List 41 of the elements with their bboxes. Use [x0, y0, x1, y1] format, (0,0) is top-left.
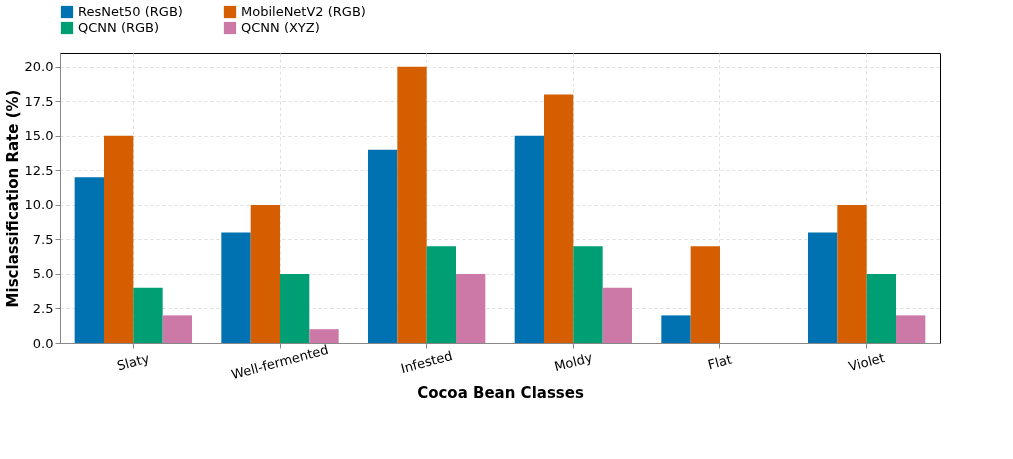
legend-label: QCNN (XYZ): [241, 20, 320, 35]
bar: [808, 232, 838, 343]
bar: [456, 273, 486, 343]
bar: [397, 66, 427, 343]
bar: [162, 315, 192, 343]
y-tick-label: 17.5: [24, 93, 54, 109]
legend-label: ResNet50 (RGB): [78, 4, 183, 19]
bar: [544, 94, 574, 343]
bar: [309, 329, 339, 343]
legend-label: MobileNetV2 (RGB): [241, 4, 366, 19]
bar: [133, 287, 163, 343]
y-tick-label: 0.0: [32, 335, 54, 351]
y-tick-label: 5.0: [32, 266, 54, 282]
y-tick-label: 2.5: [32, 300, 54, 316]
x-axis-title: Cocoa Bean Classes: [417, 384, 584, 403]
bar: [602, 287, 632, 343]
x-tick-label: Slaty: [115, 350, 152, 374]
bar: [221, 232, 251, 343]
legend-label: QCNN (RGB): [78, 20, 160, 35]
bar: [74, 177, 104, 343]
bar: [573, 246, 603, 343]
bar: [690, 246, 720, 343]
y-axis-title: Misclassification Rate (%): [3, 89, 22, 308]
bar: [368, 149, 398, 343]
bar: [280, 273, 310, 343]
bar: [250, 204, 280, 343]
y-tick-label: 7.5: [32, 231, 54, 247]
x-tick-label: Violet: [846, 350, 887, 375]
x-tick-label: Moldy: [552, 349, 595, 375]
bar: [866, 273, 896, 343]
x-tick-label: Flat: [706, 351, 734, 373]
bar: [104, 135, 134, 343]
y-tick-label: 15.0: [24, 128, 54, 144]
y-tick-label: 20.0: [24, 59, 54, 75]
bar: [426, 246, 456, 343]
bar: [837, 204, 867, 343]
bar: [514, 135, 544, 343]
y-tick-label: 10.0: [24, 197, 54, 213]
bar: [896, 315, 926, 343]
bar: [661, 315, 691, 343]
y-tick-label: 12.5: [24, 162, 54, 178]
